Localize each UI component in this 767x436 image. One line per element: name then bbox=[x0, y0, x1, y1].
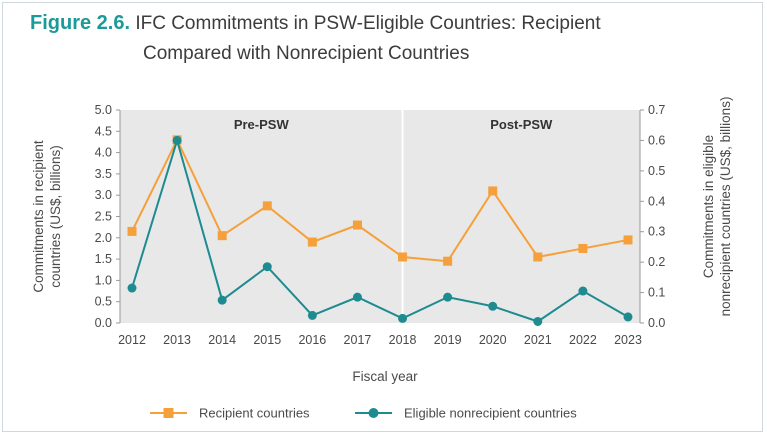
legend-label-nonrecipient: Eligible nonrecipient countries bbox=[404, 406, 577, 421]
y-left-tick-label: 2.5 bbox=[95, 210, 112, 224]
y-axis-left-title: Commitments in recipient countries (US$, … bbox=[31, 140, 63, 293]
data-point-recipient bbox=[578, 243, 588, 253]
y-left-tick-label: 0.0 bbox=[95, 316, 112, 330]
x-tick-label: 2012 bbox=[118, 333, 146, 347]
series-line-nonrecipient bbox=[131, 136, 629, 323]
x-tick-label: 2013 bbox=[163, 333, 191, 347]
y-right-tick-label: 0.5 bbox=[648, 164, 665, 178]
x-tick-label: 2014 bbox=[208, 333, 236, 347]
data-point-nonrecipient bbox=[352, 292, 362, 302]
y-right-tick-label: 0.2 bbox=[648, 255, 665, 269]
data-point-nonrecipient bbox=[172, 135, 182, 145]
legend-marker-recipient bbox=[163, 408, 174, 418]
period-label-pre: Pre-PSW bbox=[234, 117, 290, 132]
y-left-tick-label: 0.5 bbox=[95, 295, 112, 309]
x-tick-label: 2018 bbox=[389, 333, 417, 347]
x-tick-label: 2015 bbox=[253, 333, 281, 347]
legend: Recipient countries Eligible nonrecipient… bbox=[150, 406, 577, 421]
data-point-recipient bbox=[488, 186, 498, 196]
y-left-tick-label: 2.0 bbox=[95, 231, 112, 245]
y-left-tick-label: 1.5 bbox=[95, 252, 112, 266]
y-right-tick-label: 0.0 bbox=[648, 316, 665, 330]
title-text-line1: IFC Commitments in PSW-Eligible Countrie… bbox=[135, 13, 601, 34]
data-point-recipient bbox=[533, 252, 543, 262]
y-right-tick-label: 0.6 bbox=[648, 133, 665, 147]
y-axis-right-title: Commitments in eligible nonrecipient coun… bbox=[701, 97, 733, 317]
data-point-recipient bbox=[398, 252, 408, 262]
y-left-tick-label: 3.0 bbox=[95, 188, 112, 202]
data-point-nonrecipient bbox=[217, 295, 227, 305]
data-point-nonrecipient bbox=[488, 301, 498, 311]
figure-frame bbox=[2, 2, 763, 432]
y-left-tick-label: 4.5 bbox=[95, 124, 112, 138]
data-point-recipient bbox=[623, 235, 633, 245]
data-point-recipient bbox=[127, 226, 137, 236]
data-point-nonrecipient bbox=[533, 316, 543, 326]
x-tick-label: 2020 bbox=[479, 333, 507, 347]
x-tick-label: 2023 bbox=[614, 333, 642, 347]
plot-area bbox=[120, 110, 640, 323]
data-point-nonrecipient bbox=[307, 310, 317, 320]
y-left-tick-label: 1.0 bbox=[95, 273, 112, 287]
data-point-recipient bbox=[352, 220, 362, 230]
legend-label-recipient: Recipient countries bbox=[199, 406, 310, 421]
data-point-nonrecipient bbox=[623, 312, 633, 322]
x-axis-title: Fiscal year bbox=[352, 369, 418, 384]
y-right-tick-label: 0.4 bbox=[648, 194, 665, 208]
x-tick-label: 2021 bbox=[524, 333, 552, 347]
data-point-recipient bbox=[443, 256, 453, 266]
x-tick-label: 2016 bbox=[298, 333, 326, 347]
y-right-tick-label: 0.3 bbox=[648, 225, 665, 239]
data-point-recipient bbox=[307, 237, 317, 247]
data-point-recipient bbox=[217, 231, 227, 241]
y-left-tick-label: 4.0 bbox=[95, 146, 112, 160]
x-tick-label: 2022 bbox=[569, 333, 597, 347]
data-point-recipient bbox=[262, 201, 272, 211]
title-text-line2: Compared with Nonrecipient Countries bbox=[143, 43, 470, 64]
period-label-post: Post-PSW bbox=[490, 117, 553, 132]
y-right-tick-label: 0.7 bbox=[648, 103, 665, 117]
data-point-nonrecipient bbox=[127, 283, 137, 293]
data-point-nonrecipient bbox=[398, 313, 408, 323]
data-point-nonrecipient bbox=[578, 286, 588, 296]
data-point-nonrecipient bbox=[262, 262, 272, 272]
figure-title: Figure 2.6. IFC Commitments in PSW-Eligi… bbox=[30, 8, 750, 69]
x-tick-label: 2019 bbox=[434, 333, 462, 347]
x-tick-label: 2017 bbox=[344, 333, 372, 347]
series-line-recipient bbox=[131, 137, 629, 263]
y-right-tick-label: 0.1 bbox=[648, 286, 665, 300]
figure-label: Figure 2.6. bbox=[30, 12, 131, 34]
data-point-nonrecipient bbox=[443, 292, 453, 302]
legend-marker-nonrecipient bbox=[368, 408, 379, 418]
y-left-tick-label: 3.5 bbox=[95, 167, 112, 181]
y-left-tick-label: 5.0 bbox=[95, 103, 112, 117]
